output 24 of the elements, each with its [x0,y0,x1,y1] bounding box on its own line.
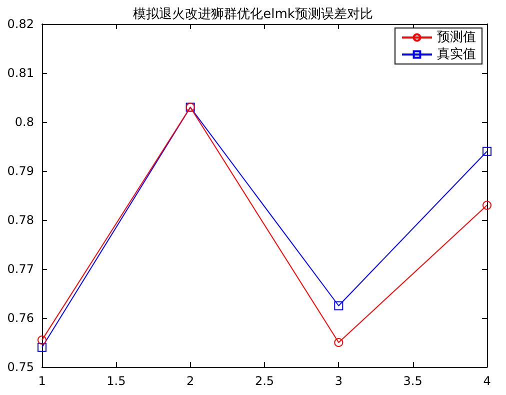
x-tick-label: 1 [38,374,46,388]
x-tick-label: 1.5 [106,374,126,388]
y-tick-label: 0.76 [7,311,34,325]
point [482,146,492,156]
legend-label: 预测值 [437,30,476,45]
x-tick-label: 4 [483,374,491,388]
y-tick-label: 0.82 [7,17,34,31]
x-tick-label: 3.5 [403,374,422,388]
point [334,338,344,347]
y-tick-label: 0.77 [7,262,34,276]
y-tick-label: 0.78 [7,213,34,227]
point [38,336,46,345]
y-tick-label: 0.79 [7,164,34,178]
x-tick-label: 2 [186,374,194,388]
point [482,200,492,210]
point [38,342,46,352]
point [334,301,344,310]
legend-label: 真实值 [437,47,476,62]
x-tick-label: 2.5 [254,374,274,388]
y-tick-label: 0.8 [14,115,34,129]
y-tick-label: 0.81 [7,66,34,80]
x-tick-label: 3 [334,374,342,388]
y-tick-label: 0.75 [7,360,34,374]
chart-title: 模拟退火改进狮群优化elmk预测误差对比 [133,7,373,22]
